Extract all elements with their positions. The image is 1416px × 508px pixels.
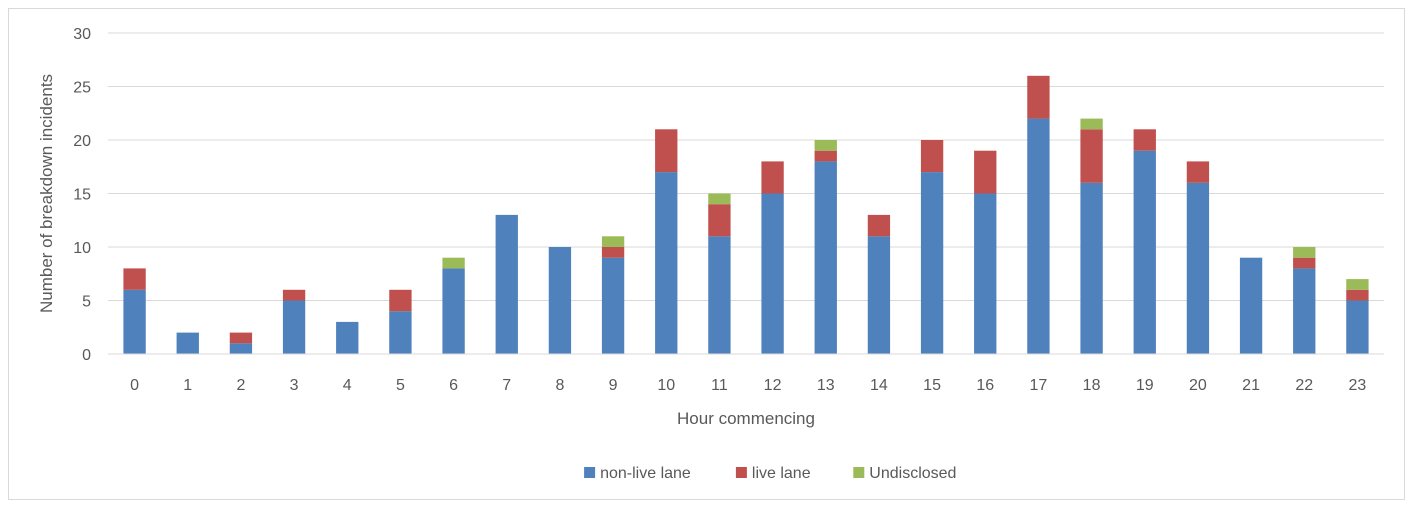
bar-segment [123, 289, 146, 354]
bar-segment [229, 343, 253, 354]
x-tick-label: 11 [711, 377, 728, 394]
bar-segment [601, 236, 625, 247]
bar-segment [814, 161, 837, 354]
bar-segment [920, 140, 944, 173]
bar-segment [1080, 129, 1103, 183]
bar-segment [761, 161, 784, 194]
x-tick-label: 17 [1030, 377, 1048, 394]
x-tick-label: 5 [396, 377, 405, 394]
bar-segment [1027, 118, 1050, 354]
bar-segment [176, 332, 199, 354]
y-tick-label: 10 [73, 240, 91, 257]
bar-segment [1186, 161, 1210, 183]
x-tick-label: 4 [343, 377, 352, 394]
bar-segment [920, 172, 944, 354]
y-axis-ticks: 0 5 10 15 20 25 30 [73, 26, 91, 364]
bar-segment [282, 289, 306, 301]
y-axis-title: Number of breakdown incidents [37, 74, 56, 313]
x-tick-label: 13 [817, 377, 835, 394]
bar-segment [1133, 150, 1156, 354]
x-tick-label: 10 [657, 377, 675, 394]
y-tick-label: 15 [73, 187, 91, 204]
legend-label: live lane [752, 465, 811, 482]
bar-segment [974, 150, 997, 194]
y-tick-label: 5 [82, 294, 91, 311]
bar-segment [655, 129, 678, 173]
x-tick-label: 0 [130, 377, 139, 394]
bar-segment [867, 236, 891, 354]
x-tick-label: 3 [290, 377, 299, 394]
bar-segment [601, 257, 625, 354]
y-tick-label: 25 [73, 80, 91, 97]
bar-segment [708, 193, 731, 205]
bar-segment [601, 247, 625, 258]
x-tick-label: 8 [555, 377, 564, 394]
bar-segment [1293, 247, 1316, 258]
bar-segment [1293, 268, 1316, 354]
x-tick-label: 2 [236, 377, 245, 394]
x-tick-label: 9 [609, 377, 618, 394]
legend-label: Undisclosed [869, 465, 956, 482]
bar-segment [282, 300, 306, 354]
bar-segment [814, 140, 837, 151]
x-tick-label: 6 [449, 377, 458, 394]
bar-segment [761, 193, 784, 354]
bar-segment [1239, 257, 1263, 354]
bar-segment [495, 214, 518, 354]
y-tick-label: 0 [82, 347, 91, 364]
y-tick-label: 20 [73, 133, 91, 150]
x-tick-label: 15 [923, 377, 941, 394]
legend-label: non-live lane [600, 465, 691, 482]
bar-segment [229, 332, 253, 344]
x-axis-ticks: 0 1 2 3 4 5 6 7 8 9 10 11 12 13 14 15 16 17 18 19 20 21 22 23 [130, 377, 1366, 394]
bar-segment [974, 193, 997, 354]
bar-segment [655, 172, 678, 354]
chart-area [8, 8, 1405, 500]
bar-segment [708, 236, 731, 354]
x-tick-label: 21 [1242, 377, 1260, 394]
y-tick-label: 30 [73, 26, 91, 43]
bar-segment [389, 311, 412, 354]
x-tick-label: 23 [1349, 377, 1367, 394]
bar-segment [1186, 182, 1210, 354]
bar-segment [442, 268, 465, 354]
bars [123, 75, 1369, 354]
x-tick-label: 20 [1189, 377, 1207, 394]
x-tick-label: 7 [502, 377, 511, 394]
bar-segment [442, 257, 465, 269]
x-tick-label: 14 [870, 377, 888, 394]
gridlines [108, 32, 1384, 301]
bar-segment [1346, 279, 1369, 290]
x-tick-label: 12 [764, 377, 782, 394]
bar-segment [336, 321, 359, 354]
legend-swatch [853, 467, 865, 478]
bar-segment [1346, 300, 1369, 354]
legend-swatch [584, 467, 596, 478]
bar-segment [1080, 118, 1103, 130]
bar-segment [814, 150, 837, 162]
x-tick-label: 18 [1083, 377, 1101, 394]
legend-swatch [735, 467, 747, 478]
bar-segment [389, 289, 412, 312]
bar-segment [708, 204, 731, 237]
bar-segment [548, 247, 572, 354]
x-tick-label: 16 [976, 377, 994, 394]
x-tick-label: 19 [1136, 377, 1154, 394]
x-tick-label: 1 [183, 377, 192, 394]
bar-segment [867, 214, 891, 237]
bar-segment [1133, 129, 1156, 151]
bar-segment [123, 268, 146, 290]
bar-segment [1080, 182, 1103, 354]
bar-segment [1346, 289, 1369, 301]
x-axis-title: Hour commencing [677, 409, 815, 428]
legend: non-live lane live lane Undisclosed [584, 465, 956, 482]
bar-segment [1027, 75, 1050, 119]
x-tick-label: 22 [1295, 377, 1313, 394]
bar-segment [1293, 257, 1316, 269]
